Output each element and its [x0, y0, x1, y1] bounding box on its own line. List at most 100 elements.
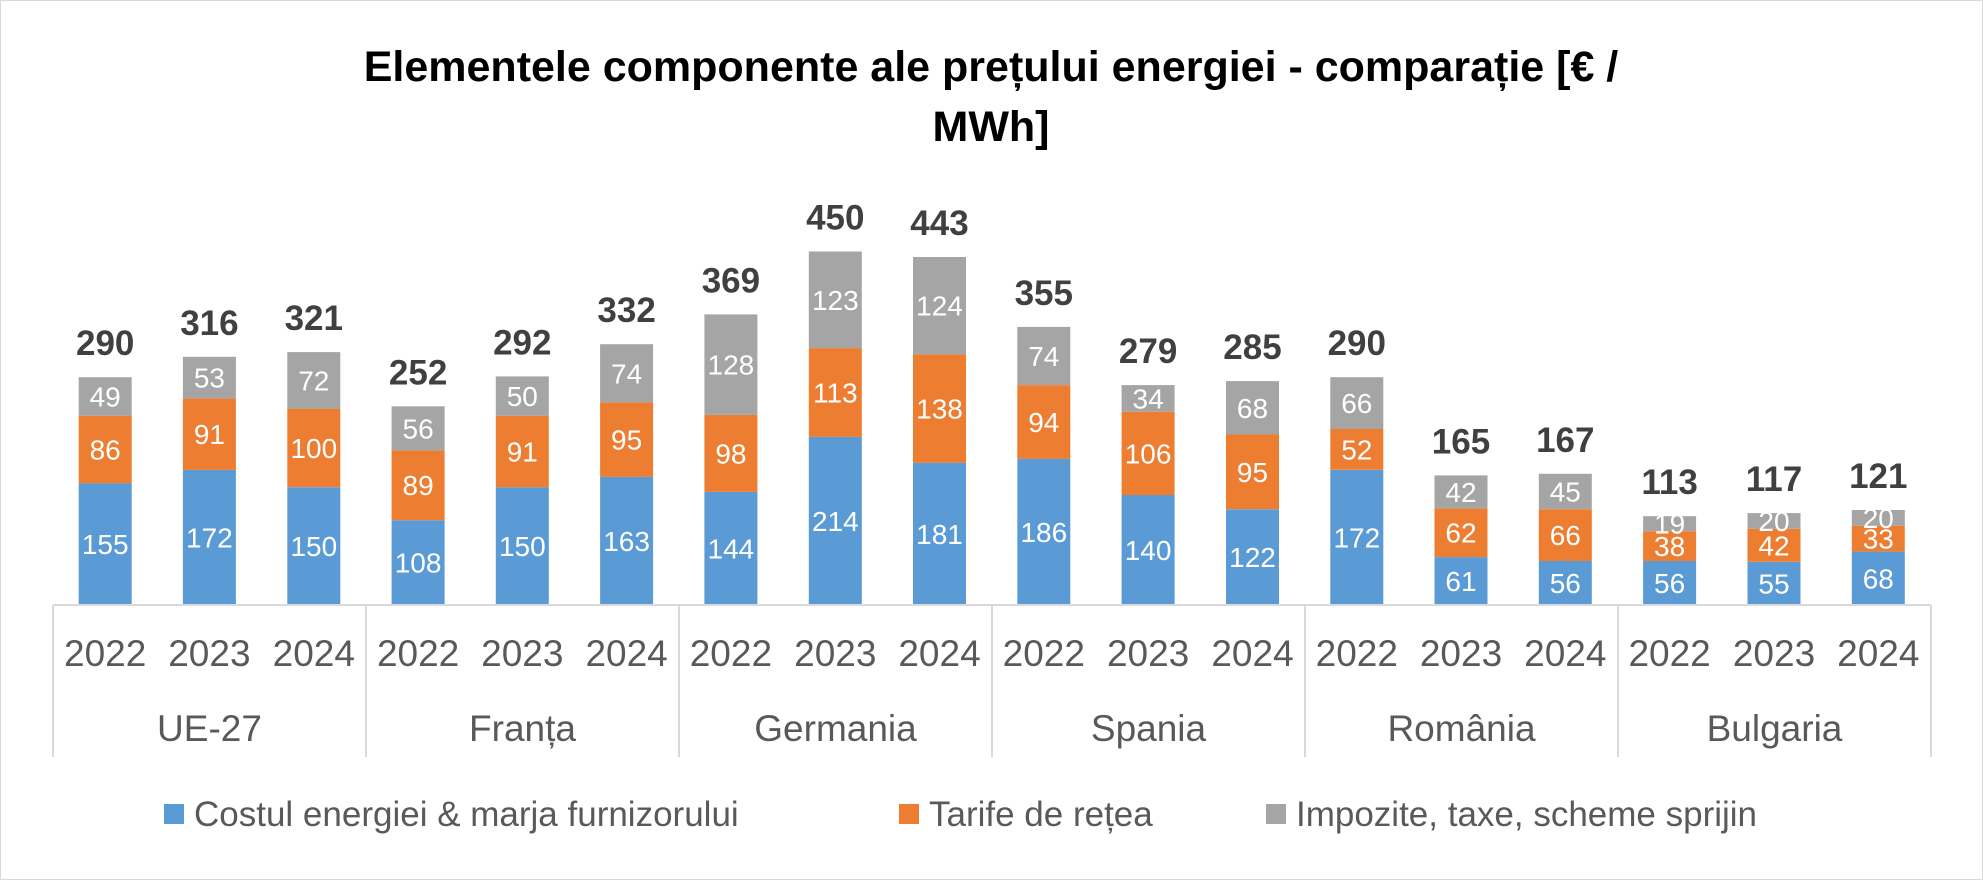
total-value-label: 355 [1015, 274, 1073, 313]
segment-value-label: 144 [708, 533, 755, 564]
group-tick-label: Bulgaria [1707, 708, 1843, 749]
chart-title-line2: MWh] [933, 103, 1050, 151]
year-tick-label: 2023 [794, 633, 876, 674]
legend-swatch [899, 804, 919, 824]
segment-value-label: 50 [507, 381, 538, 412]
legend-label: Impozite, taxe, scheme sprijin [1296, 795, 1757, 834]
total-value-label: 292 [493, 323, 551, 362]
segment-value-label: 98 [715, 438, 746, 469]
total-value-label: 450 [806, 199, 864, 238]
segment-value-label: 56 [1654, 568, 1685, 599]
year-tick-label: 2024 [1837, 633, 1919, 674]
segment-value-label: 19 [1654, 509, 1685, 540]
group-tick-label: Franța [469, 708, 576, 749]
bars-layer: 1558649290172915331615010072321108895625… [76, 199, 1908, 606]
segment-value-label: 56 [403, 413, 434, 444]
segment-value-label: 86 [90, 435, 121, 466]
segment-value-label: 55 [1758, 568, 1789, 599]
segment-value-label: 150 [290, 531, 337, 562]
segment-value-label: 150 [499, 531, 546, 562]
segment-value-label: 56 [1550, 568, 1581, 599]
segment-value-label: 62 [1445, 518, 1476, 549]
segment-value-label: 172 [186, 522, 233, 553]
total-value-label: 369 [702, 261, 760, 300]
segment-value-label: 61 [1445, 566, 1476, 597]
total-value-label: 316 [180, 304, 238, 343]
segment-value-label: 94 [1028, 407, 1059, 438]
segment-value-label: 95 [611, 425, 642, 456]
segment-value-label: 108 [395, 548, 442, 579]
segment-value-label: 66 [1550, 520, 1581, 551]
year-tick-label: 2024 [1211, 633, 1293, 674]
segment-value-label: 172 [1333, 522, 1380, 553]
segment-value-label: 20 [1758, 506, 1789, 537]
segment-value-label: 72 [298, 365, 329, 396]
year-tick-label: 2024 [273, 633, 355, 674]
segment-value-label: 66 [1341, 388, 1372, 419]
segment-value-label: 91 [507, 436, 538, 467]
total-value-label: 117 [1746, 460, 1802, 499]
group-tick-label: UE-27 [157, 708, 262, 749]
segment-value-label: 140 [1125, 535, 1172, 566]
total-value-label: 167 [1536, 421, 1594, 460]
total-value-label: 443 [910, 204, 968, 243]
segment-value-label: 128 [708, 350, 755, 381]
year-tick-label: 2022 [690, 633, 772, 674]
year-tick-label: 2024 [898, 633, 980, 674]
year-tick-label: 2023 [168, 633, 250, 674]
segment-value-label: 186 [1020, 517, 1067, 548]
chart-container: Elementele componente ale prețului energ… [0, 0, 1983, 880]
segment-value-label: 155 [82, 529, 129, 560]
total-value-label: 321 [285, 299, 343, 338]
stacked-bar-chart: Elementele componente ale prețului energ… [1, 1, 1982, 879]
year-tick-label: 2022 [1628, 633, 1710, 674]
segment-value-label: 122 [1229, 542, 1276, 573]
total-value-label: 279 [1119, 332, 1177, 371]
total-value-label: 121 [1849, 457, 1907, 496]
year-tick-label: 2024 [585, 633, 667, 674]
segment-value-label: 74 [611, 358, 642, 389]
segment-value-label: 20 [1863, 503, 1894, 534]
legend-swatch [1266, 804, 1286, 824]
total-value-label: 113 [1641, 463, 1697, 502]
total-value-label: 332 [597, 291, 655, 330]
segment-value-label: 106 [1125, 438, 1172, 469]
total-value-label: 290 [1328, 324, 1386, 363]
segment-value-label: 42 [1445, 477, 1476, 508]
year-tick-label: 2023 [1107, 633, 1189, 674]
legend-label: Costul energiei & marja furnizorului [194, 795, 739, 834]
segment-value-label: 124 [916, 291, 963, 322]
segment-value-label: 52 [1341, 435, 1372, 466]
segment-value-label: 68 [1863, 563, 1894, 594]
year-tick-label: 2024 [1524, 633, 1606, 674]
legend-label: Tarife de rețea [929, 795, 1153, 834]
group-tick-label: Germania [754, 708, 917, 749]
segment-value-label: 100 [290, 433, 337, 464]
year-tick-label: 2023 [481, 633, 563, 674]
segment-value-label: 181 [916, 519, 963, 550]
year-tick-label: 2022 [1003, 633, 1085, 674]
legend: Costul energiei & marja furnizorului Tari… [164, 795, 1757, 834]
segment-value-label: 214 [812, 506, 859, 537]
segment-value-label: 34 [1133, 383, 1164, 414]
segment-value-label: 89 [403, 470, 434, 501]
segment-value-label: 113 [813, 378, 858, 409]
legend-swatch [164, 804, 184, 824]
total-value-label: 290 [76, 324, 134, 363]
segment-value-label: 163 [603, 526, 650, 557]
chart-title-line1: Elementele componente ale prețului energ… [364, 43, 1619, 91]
segment-value-label: 49 [90, 381, 121, 412]
segment-value-label: 68 [1237, 393, 1268, 424]
year-tick-label: 2022 [1316, 633, 1398, 674]
category-axis: 2022 2023 2024UE-272022 2023 2024Franța2022 2… [53, 605, 1931, 757]
year-tick-label: 2023 [1733, 633, 1815, 674]
group-tick-label: Spania [1091, 708, 1207, 749]
segment-value-label: 45 [1550, 477, 1581, 508]
segment-value-label: 74 [1028, 341, 1059, 372]
segment-value-label: 123 [812, 285, 859, 316]
year-tick-label: 2023 [1420, 633, 1502, 674]
segment-value-label: 53 [194, 363, 225, 394]
year-tick-label: 2022 [64, 633, 146, 674]
segment-value-label: 138 [916, 394, 963, 425]
total-value-label: 285 [1223, 328, 1281, 367]
